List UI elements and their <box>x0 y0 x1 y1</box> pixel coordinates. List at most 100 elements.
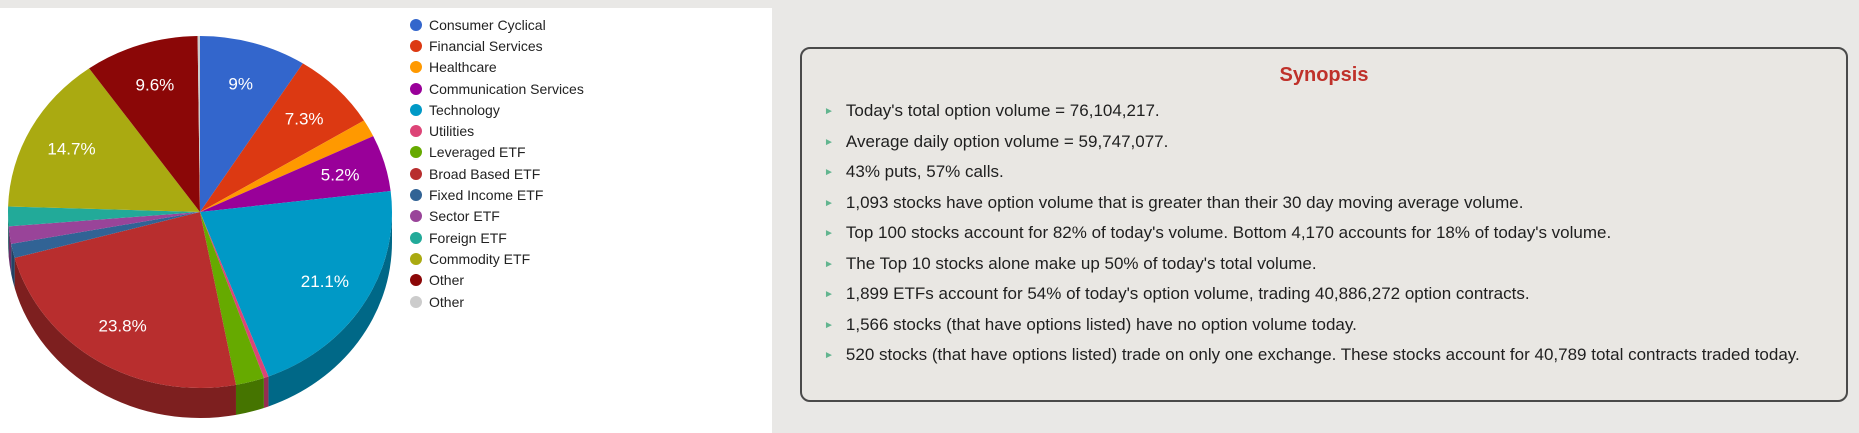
pie-slice-foreign-etf[interactable] <box>8 206 201 227</box>
legend-label: Communication Services <box>429 80 584 97</box>
legend-color-dot-icon <box>410 295 422 308</box>
bullet-arrow-icon: ► <box>824 167 834 178</box>
pie-legend: Consumer Cyclical Financial Services Healt… <box>410 14 760 312</box>
pie-slice-financial-services[interactable] <box>200 63 365 212</box>
pie-slice-technology[interactable] <box>200 191 392 377</box>
legend-color-dot-icon <box>410 61 422 74</box>
pie-slice-percentage-label: 9.6% <box>136 76 175 95</box>
pie-slice-other[interactable] <box>197 36 200 212</box>
legend-item-leveraged-etf: Leveraged ETF <box>410 142 760 163</box>
legend-item-other: Other <box>410 291 760 312</box>
legend-item-utilities: Utilities <box>410 120 760 141</box>
legend-color-dot-icon <box>410 146 422 159</box>
legend-label: Broad Based ETF <box>429 165 541 182</box>
synopsis-bullet-item: ► The Top 10 stocks alone make up 50% of … <box>822 254 1826 274</box>
legend-label: Utilities <box>429 123 475 140</box>
pie-slice-percentage-label: 14.7% <box>47 140 95 159</box>
bullet-arrow-icon: ► <box>824 197 834 209</box>
synopsis-title: Synopsis <box>1279 64 1369 86</box>
legend-label: Consumer Cyclical <box>429 16 546 33</box>
legend-color-dot-icon <box>410 231 422 244</box>
legend-label: Financial Services <box>429 37 543 54</box>
pie-slice-percentage-label: 23.8% <box>98 316 146 335</box>
pie-slice-consumer-cyclical[interactable] <box>200 36 303 212</box>
pie-slice-side-sector-etf[interactable] <box>8 226 12 274</box>
pie-chart: 9% 7.3% 5.2% 21.1% 23.8% 14.7% 9.6% <box>0 8 410 433</box>
volume-pie-chart-area: 9% 7.3% 5.2% 21.1% 23.8% 14.7% 9.6% Consumer C… <box>0 8 772 433</box>
legend-item-foreign-etf: Foreign ETF <box>410 227 760 248</box>
synopsis-bullet-item: ► 43% puts, 57% calls. <box>822 162 1826 182</box>
pie-slice-side-foreign-etf[interactable] <box>8 212 9 257</box>
synopsis-bullet-text: 1,093 stocks have option volume that is … <box>845 192 1524 212</box>
legend-color-dot-icon <box>410 39 422 52</box>
pie-slice-percentage-label: 9% <box>228 75 253 94</box>
pie-slice-healthcare[interactable] <box>200 120 374 212</box>
legend-color-dot-icon <box>410 189 422 202</box>
pie-slice-fixed-income-etf[interactable] <box>11 212 200 258</box>
bullet-arrow-icon: ► <box>824 350 834 361</box>
pie-slice-utilities[interactable] <box>200 212 269 378</box>
synopsis-bullet-text: Average daily option volume = 59,747,077… <box>845 131 1169 151</box>
pie-slice-side-broad-based-etf[interactable] <box>14 257 236 419</box>
legend-item-fixed-income-etf: Fixed Income ETF <box>410 184 760 205</box>
pie-slice-commodity-etf[interactable] <box>8 68 200 212</box>
legend-color-dot-icon <box>410 82 422 95</box>
legend-item-communication-services: Communication Services <box>410 78 760 99</box>
pie-slice-other[interactable] <box>89 36 200 212</box>
synopsis-bullet-text: The Top 10 stocks alone make up 50% of t… <box>845 253 1317 273</box>
legend-color-dot-icon <box>410 167 422 180</box>
pie-slice-side-fixed-income-etf[interactable] <box>11 243 15 288</box>
legend-color-dot-icon <box>410 125 422 138</box>
synopsis-bullet-text: Today's total option volume = 76,104,217… <box>845 101 1160 120</box>
legend-label: Sector ETF <box>429 208 500 225</box>
legend-item-broad-based-etf: Broad Based ETF <box>410 163 760 184</box>
bullet-arrow-icon: ► <box>824 319 834 331</box>
legend-label: Leveraged ETF <box>429 144 526 161</box>
legend-color-dot-icon <box>410 210 422 223</box>
synopsis-bullet-item: ► 1,093 stocks have option volume that is… <box>822 193 1826 213</box>
legend-label: Technology <box>429 101 500 118</box>
synopsis-bullet-item: ► Today's total option volume = 76,104,21… <box>822 101 1826 121</box>
legend-item-healthcare: Healthcare <box>410 57 760 78</box>
synopsis-bullet-text: Top 100 stocks account for 82% of today'… <box>845 223 1612 242</box>
pie-slice-sector-etf[interactable] <box>8 212 201 244</box>
synopsis-bullet-text: 1,899 ETFs account for 54% of today's op… <box>845 284 1530 303</box>
pie-3d-svg: 9% 7.3% 5.2% 21.1% 23.8% 14.7% 9.6% <box>8 36 392 419</box>
legend-item-consumer-cyclical: Consumer Cyclical <box>410 14 760 35</box>
synopsis-bullet-item: ► Top 100 stocks account for 82% of today… <box>822 223 1826 243</box>
synopsis-bullet-item: ► 520 stocks (that have options listed) t… <box>822 345 1826 365</box>
legend-item-commodity-etf: Commodity ETF <box>410 248 760 269</box>
legend-label: Other <box>429 293 465 310</box>
pie-slice-leveraged-etf[interactable] <box>200 212 264 385</box>
bullet-arrow-icon: ► <box>824 258 834 270</box>
pie-slice-communication-services[interactable] <box>200 136 391 212</box>
synopsis-bullet-item: ► 1,566 stocks (that have options listed)… <box>822 315 1826 335</box>
legend-label: Fixed Income ETF <box>429 187 544 204</box>
synopsis-list: ► Today's total option volume = 76,104,21… <box>822 101 1826 365</box>
pie-slice-percentage-label: 5.2% <box>321 166 360 185</box>
legend-color-dot-icon <box>410 274 422 287</box>
synopsis-bullet-item: ► 1,899 ETFs account for 54% of today's o… <box>822 284 1826 304</box>
bullet-arrow-icon: ► <box>824 289 834 300</box>
synopsis-panel: Synopsis ► Today's total option volume = … <box>800 47 1848 402</box>
legend-color-dot-icon <box>410 252 422 265</box>
legend-label: Foreign ETF <box>429 229 507 246</box>
legend-label: Commodity ETF <box>429 250 531 267</box>
pie-slice-side-utilities[interactable] <box>263 376 269 408</box>
pie-slice-side-technology[interactable] <box>268 212 392 407</box>
bullet-arrow-icon: ► <box>824 228 834 239</box>
legend-item-sector-etf: Sector ETF <box>410 206 760 227</box>
legend-label: Healthcare <box>429 59 497 76</box>
pie-slice-broad-based-etf[interactable] <box>14 212 236 389</box>
legend-color-dot-icon <box>410 18 422 31</box>
pie-slice-percentage-label: 7.3% <box>285 109 324 128</box>
synopsis-bullet-text: 520 stocks (that have options listed) tr… <box>845 345 1800 364</box>
pie-slice-side-leveraged-etf[interactable] <box>235 377 264 415</box>
legend-item-technology: Technology <box>410 99 760 120</box>
legend-item-financial-services: Financial Services <box>410 35 760 56</box>
bullet-arrow-icon: ► <box>824 136 834 148</box>
synopsis-bullet-text: 43% puts, 57% calls. <box>845 162 1004 181</box>
pie-slice-percentage-label: 21.1% <box>301 272 349 291</box>
bullet-arrow-icon: ► <box>824 106 834 117</box>
synopsis-bullet-text: 1,566 stocks (that have options listed) … <box>845 314 1357 334</box>
